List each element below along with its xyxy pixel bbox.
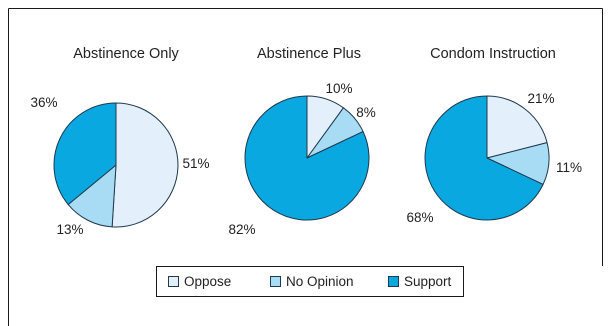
legend-swatch-oppose [169, 277, 179, 287]
legend-item-oppose: Oppose [169, 274, 232, 289]
slice-label-support: 82% [228, 222, 255, 237]
legend-label-oppose: Oppose [184, 274, 231, 289]
legend-item-support: Support [389, 274, 452, 289]
pie-title: Abstinence Plus [257, 46, 361, 62]
legend: Oppose No Opinion Support [157, 267, 464, 297]
slice-label-oppose: 21% [527, 91, 554, 106]
slice-label-no-opinion: 11% [556, 160, 582, 175]
pie-title: Abstinence Only [73, 46, 179, 62]
slice-label-no-opinion: 13% [56, 222, 83, 237]
legend-swatch-support [389, 277, 399, 287]
pie-condom-instruction: Condom Instruction 21% 11% 68% [406, 46, 582, 225]
slice-label-oppose: 51% [182, 156, 209, 171]
slice-label-support: 36% [30, 95, 57, 110]
legend-label-no-opinion: No Opinion [286, 274, 354, 289]
pie-abstinence-plus: Abstinence Plus 10% 8% 82% [228, 46, 375, 237]
legend-swatch-no-opinion [271, 277, 281, 287]
slice-oppose [112, 103, 178, 227]
slice-label-support: 68% [406, 210, 433, 225]
slice-label-no-opinion: 8% [356, 105, 376, 120]
pies: Abstinence Only 51% 13% 36% Abstinence Plus 1… [30, 46, 582, 237]
legend-label-support: Support [404, 274, 452, 289]
pie-title: Condom Instruction [430, 46, 556, 62]
slice-label-oppose: 10% [325, 81, 352, 96]
pie-abstinence-only: Abstinence Only 51% 13% 36% [30, 46, 209, 237]
